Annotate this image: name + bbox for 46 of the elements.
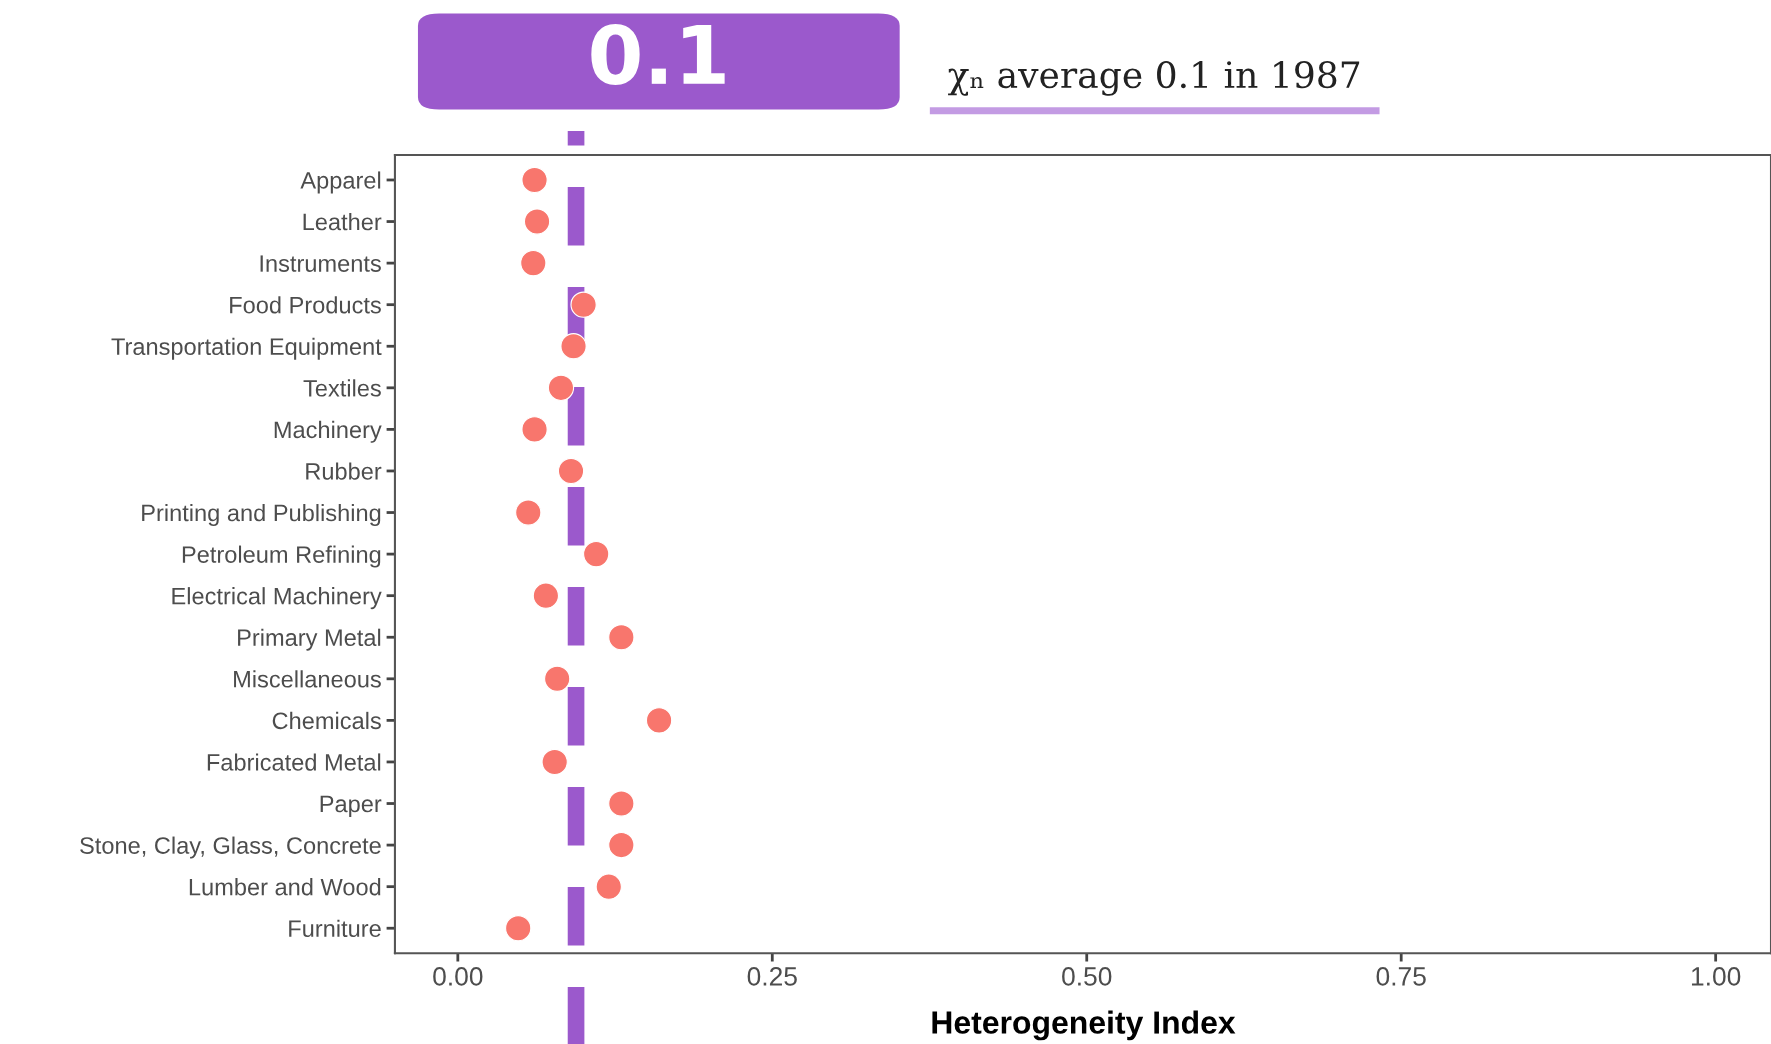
- point: [521, 416, 548, 443]
- point: [645, 707, 673, 734]
- point: [595, 873, 622, 900]
- point: [520, 249, 547, 277]
- y-tick-label: Primary Metal: [238, 628, 381, 651]
- y-tick-label: Rubber: [306, 462, 382, 480]
- point: [583, 540, 610, 568]
- point: [541, 748, 568, 776]
- y-tick-label: Food Products: [230, 296, 381, 314]
- x-tick-label: 1.00: [1691, 967, 1741, 986]
- point: [570, 291, 597, 318]
- x-tick-label: 0.50: [1062, 967, 1112, 986]
- point: [532, 582, 560, 609]
- point: [505, 915, 532, 942]
- y-tick-label: Printing and Publishing: [142, 503, 381, 526]
- y-tick-label: Lumber and Wood: [189, 878, 381, 896]
- y-tick-label: Paper: [320, 795, 382, 817]
- x-tick-label: 0.00: [433, 967, 483, 986]
- y-tick-label: Chemicals: [272, 711, 381, 730]
- point: [547, 374, 575, 401]
- y-tick-label: Instruments: [260, 255, 381, 272]
- x-tick-label: 0.25: [747, 967, 797, 986]
- y-tick-label: Stone, Clay, Glass, Concrete: [80, 836, 381, 859]
- point: [560, 333, 587, 360]
- point: [515, 499, 542, 526]
- y-tick-label: Furniture: [289, 919, 381, 938]
- point: [523, 208, 551, 235]
- ref-line-label: 0.1: [591, 24, 725, 85]
- y-tick-label: Miscellaneous: [234, 670, 381, 688]
- y-tick-label: Machinery: [274, 420, 382, 443]
- y-tick-label: Fabricated Metal: [207, 753, 381, 771]
- point: [608, 624, 635, 651]
- point: [521, 166, 548, 194]
- text: χₙ average 0.1 in 1987: [948, 60, 1360, 96]
- point: [557, 457, 585, 485]
- x-tick-label: 0.75: [1376, 967, 1426, 986]
- y-tick-label: Transportation Equipment: [111, 337, 382, 360]
- y-tick-label: Petroleum Refining: [182, 545, 381, 568]
- x-axis-title: Heterogeneity Index: [932, 1010, 1236, 1041]
- point: [544, 665, 571, 692]
- y-tick-label: Leather: [303, 212, 382, 231]
- y-tick-label: Textiles: [303, 379, 381, 397]
- y-tick-label: Electrical Machinery: [172, 587, 382, 610]
- y-tick-label: Apparel: [300, 171, 381, 194]
- point: [608, 831, 635, 859]
- point: [608, 790, 635, 817]
